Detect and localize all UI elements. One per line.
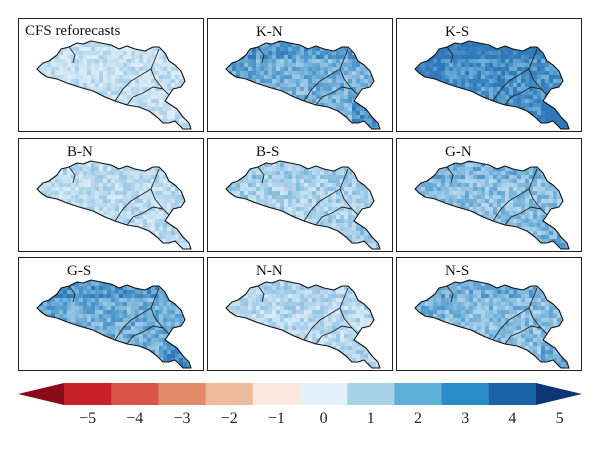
colorbar-tick-label: 0 (319, 410, 328, 427)
basin-map (36, 279, 192, 369)
map-panel-7: G-S (18, 257, 204, 371)
colorbar-max-arrow (536, 383, 582, 405)
basin-map (414, 40, 570, 130)
colorbar-min-arrow (18, 383, 64, 405)
panel-label: B-S (256, 144, 280, 160)
panel-label: B-N (67, 144, 93, 160)
panel-label: G-N (445, 144, 472, 160)
panel-label: G-S (67, 263, 92, 279)
colorbar-segment (488, 383, 537, 405)
colorbar-tick-label: 5 (555, 410, 564, 427)
colorbar-tick-label: −2 (220, 410, 238, 427)
basin-map (225, 160, 381, 250)
colorbar-tick-label: −3 (173, 410, 191, 427)
colorbar-segment (441, 383, 490, 405)
basin-map (36, 40, 192, 130)
panel-label: N-S (445, 263, 470, 279)
basin-map (225, 40, 381, 130)
basin-map (36, 160, 192, 250)
map-panel-2: K-N (207, 18, 393, 132)
map-panel-3: K-S (396, 18, 582, 132)
panel-label: K-S (445, 24, 470, 40)
colorbar-segment (394, 383, 443, 405)
colorbar-segment (347, 383, 395, 405)
map-panel-9: N-S (396, 257, 582, 371)
colorbar-tick-label: 3 (461, 410, 470, 427)
colorbar-tick-label: 4 (508, 410, 517, 427)
panel-label: K-N (256, 24, 283, 40)
colorbar (18, 383, 582, 405)
map-panel-1: CFS reforecasts (18, 18, 204, 132)
panel-label: CFS reforecasts (25, 23, 121, 39)
colorbar-tick-label: 1 (366, 410, 375, 427)
colorbar-segment (205, 383, 254, 405)
colorbar-tick-label: 2 (414, 410, 422, 427)
colorbar-tick-label: −5 (79, 410, 97, 427)
colorbar-segment (158, 383, 207, 405)
colorbar-tick-label: −1 (267, 410, 285, 427)
basin-map (225, 279, 381, 369)
map-panel-8: N-N (207, 257, 393, 371)
map-panel-4: B-N (18, 138, 204, 252)
colorbar-segment (300, 383, 348, 405)
basin-map (414, 279, 570, 369)
panel-label: N-N (256, 263, 283, 279)
colorbar-tick-label: −4 (126, 410, 144, 427)
colorbar-segment (111, 383, 159, 405)
colorbar-segment (64, 383, 112, 405)
basin-map (414, 160, 570, 250)
map-panel-5: B-S (207, 138, 393, 252)
colorbar-segment (252, 383, 301, 405)
map-panel-6: G-N (396, 138, 582, 252)
